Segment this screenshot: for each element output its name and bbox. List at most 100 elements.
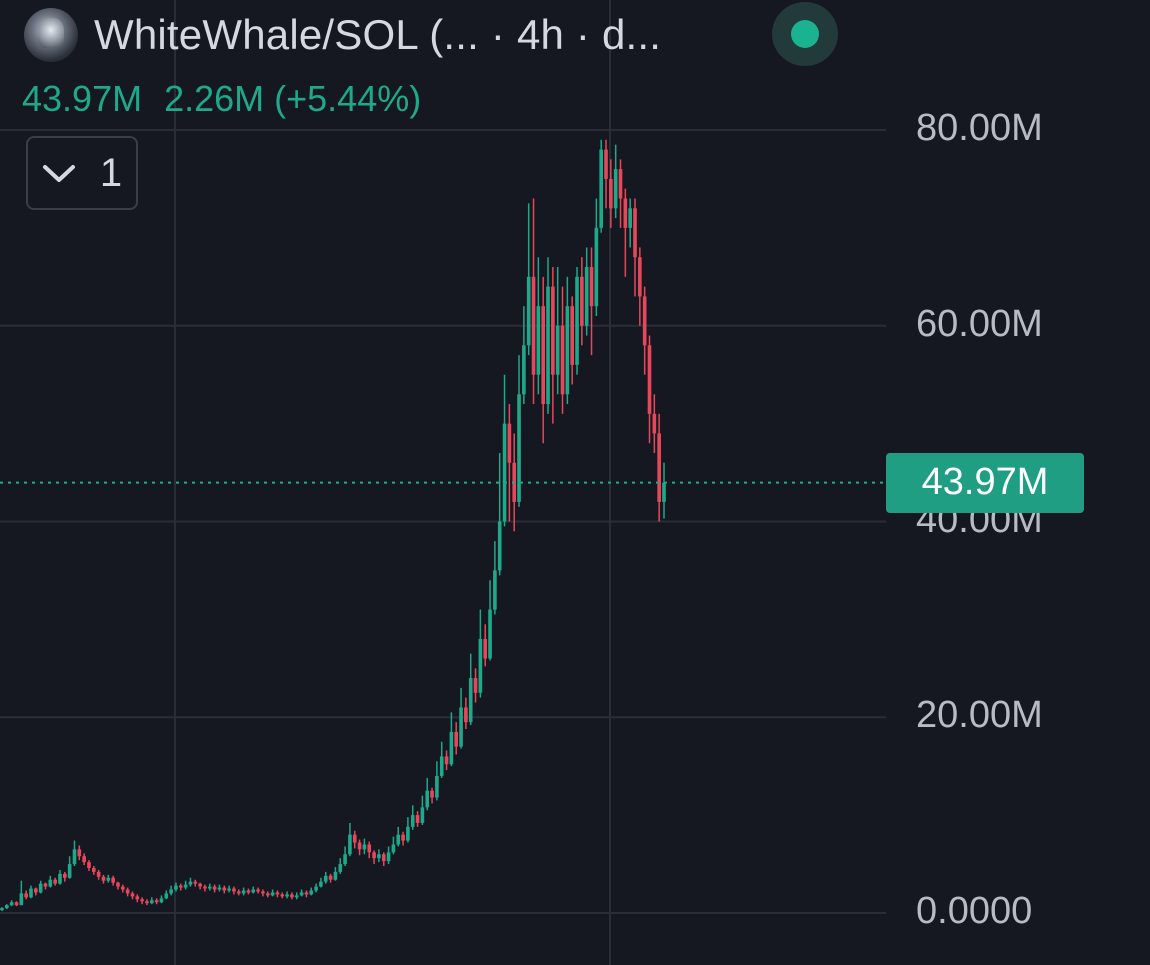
candle: [584, 247, 589, 336]
candle: [261, 889, 265, 897]
candle: [628, 198, 632, 248]
candle: [536, 257, 541, 395]
candle: [642, 286, 647, 375]
candle: [38, 880, 43, 894]
candle: [111, 875, 115, 886]
candle: [454, 722, 459, 755]
candle: [609, 159, 613, 228]
candle: [391, 836, 396, 855]
candle: [91, 866, 96, 875]
candle: [130, 891, 135, 900]
y-tick-label: 0.0000: [916, 890, 1033, 932]
candle: [517, 355, 521, 507]
candle: [314, 883, 318, 893]
candle: [546, 257, 550, 414]
chevron-down-icon: [42, 165, 75, 182]
candle: [217, 884, 222, 892]
candle: [275, 890, 280, 898]
candle: [265, 891, 270, 898]
candle: [555, 267, 560, 395]
market-status-indicator[interactable]: [772, 2, 838, 66]
indicators-toggle-button[interactable]: 1: [26, 136, 138, 210]
symbol-title[interactable]: WhiteWhale/SOL (... · 4h · d...: [94, 11, 662, 58]
candle: [352, 830, 357, 849]
candle: [406, 817, 410, 843]
candle: [135, 894, 140, 903]
candle: [328, 873, 333, 883]
candle: [87, 860, 91, 871]
candle: [493, 541, 497, 615]
candle: [507, 404, 512, 522]
candle: [647, 335, 652, 444]
candle: [444, 750, 449, 771]
candle: [154, 898, 159, 905]
candle: [67, 856, 72, 879]
candle: [48, 875, 53, 888]
candle: [203, 884, 207, 892]
candlestick-series: [0, 139, 666, 912]
price-change: 2.26M (+5.44%): [164, 78, 422, 119]
candle: [256, 887, 260, 894]
candle: [58, 869, 62, 885]
candle: [657, 413, 661, 522]
candle: [149, 897, 154, 905]
candle: [618, 159, 623, 228]
candle: [343, 846, 347, 867]
candle: [488, 580, 492, 661]
candle: [662, 462, 666, 519]
candle: [82, 853, 86, 866]
candle: [439, 741, 444, 778]
candle: [309, 887, 314, 896]
candle: [497, 452, 502, 576]
candle: [63, 871, 67, 882]
candle: [246, 888, 251, 895]
candle: [449, 712, 454, 767]
candle: [357, 839, 362, 856]
candle: [638, 247, 642, 326]
candle: [251, 886, 256, 894]
candle: [526, 203, 531, 356]
candle: [285, 891, 289, 899]
candle: [594, 198, 599, 316]
candle: [541, 276, 546, 444]
candle: [207, 883, 212, 891]
candle: [362, 838, 367, 855]
candle: [232, 886, 236, 895]
candle: [125, 887, 130, 897]
candle: [435, 761, 439, 801]
candle: [522, 306, 526, 405]
status-dot-icon: [791, 20, 819, 48]
chart-header: WhiteWhale/SOL (... · 4h · d...: [24, 6, 661, 64]
candle: [333, 866, 338, 881]
candle: [604, 139, 608, 209]
candle: [34, 887, 38, 896]
candle: [299, 889, 304, 897]
candle: [101, 874, 106, 884]
candle: [377, 849, 381, 863]
candle: [560, 286, 565, 414]
candle: [43, 882, 48, 890]
y-tick-label: 20.00M: [916, 694, 1043, 737]
candle: [589, 247, 594, 356]
candle: [145, 899, 149, 906]
candle: [319, 877, 323, 888]
last-price-tag: 43.97M: [886, 452, 1084, 513]
candle: [116, 881, 120, 890]
candle: [294, 892, 299, 900]
candle: [227, 885, 231, 893]
candle: [652, 394, 657, 453]
candle: [106, 874, 111, 883]
candle: [193, 879, 198, 887]
token-avatar-icon[interactable]: [24, 8, 78, 62]
candle: [459, 687, 463, 749]
candle: [241, 887, 246, 896]
candle: [290, 892, 294, 900]
candle: [415, 811, 420, 827]
candle: [120, 884, 125, 893]
candle: [430, 787, 434, 804]
candle: [633, 198, 637, 297]
candle: [77, 845, 82, 861]
candle: [140, 897, 144, 905]
candle: [420, 795, 425, 825]
